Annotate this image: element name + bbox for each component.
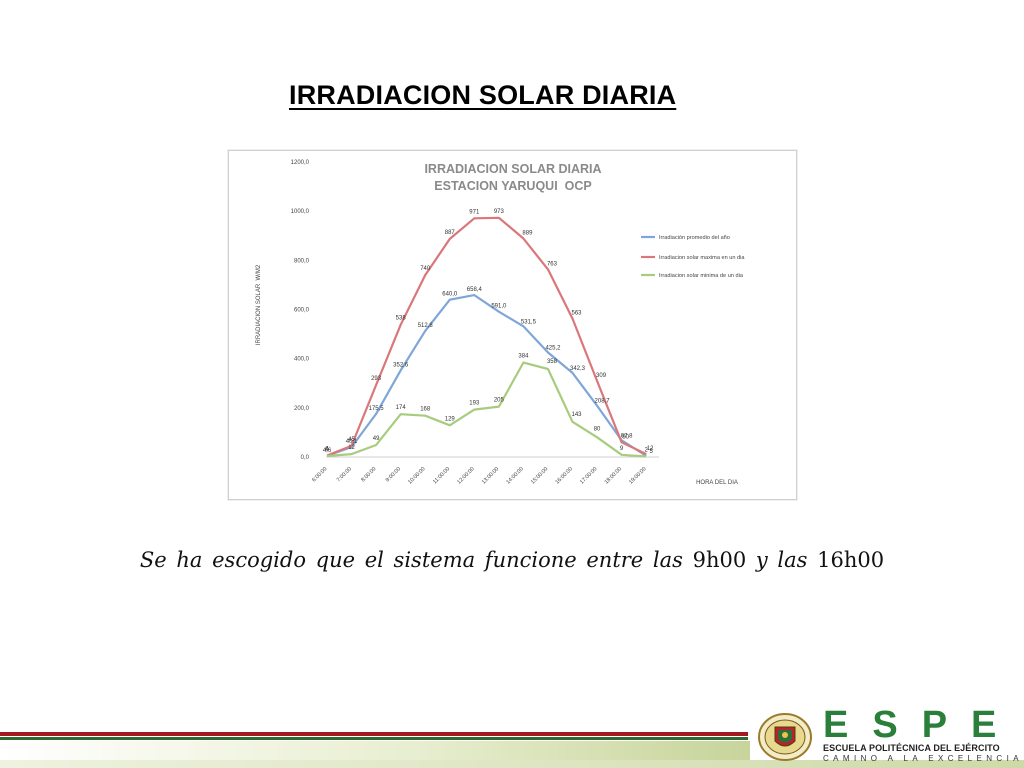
data-label: 40,1 <box>346 439 358 445</box>
chart-frame: IRRADIACION SOLAR DIARIA ESTACION YARUQU… <box>228 150 797 500</box>
y-tick-label: 0,0 <box>301 455 310 461</box>
caption-text-2: y las <box>746 548 818 572</box>
x-tick-label: 12:00:00 <box>456 466 475 485</box>
data-label: 531,5 <box>521 319 537 325</box>
data-label: 358 <box>547 359 558 365</box>
y-axis-label: IRRADIACION SOLAR W/M2 <box>256 264 262 345</box>
x-tick-label: 13:00:00 <box>481 466 500 485</box>
data-label: 2 <box>644 448 648 454</box>
data-label: 352,6 <box>393 362 409 368</box>
data-label: 9 <box>620 446 624 452</box>
x-tick-label: 15:00:00 <box>530 466 549 485</box>
caption-start-time: 9h00 <box>692 548 747 572</box>
data-label: 563 <box>571 311 582 317</box>
data-label: 174 <box>396 405 407 411</box>
y-tick-label: 400,0 <box>294 357 310 363</box>
data-label: 309 <box>596 373 607 379</box>
data-label: 887 <box>445 230 456 236</box>
x-tick-label: 8:00:00 <box>360 466 377 483</box>
x-tick-label: 6:00:00 <box>311 466 328 483</box>
data-label: 4,6 <box>323 448 332 454</box>
data-label: 425,2 <box>545 345 561 351</box>
series-line <box>326 294 647 457</box>
y-tick-label: 1000,0 <box>291 209 310 215</box>
footer-red-stripe <box>0 732 748 736</box>
series-lines <box>326 216 647 458</box>
data-label: 384 <box>518 354 529 360</box>
data-label: 4 <box>325 447 329 453</box>
data-label: 763 <box>547 261 558 267</box>
x-tick-label: 14:00:00 <box>505 466 524 485</box>
chart-subtitle: ESTACION YARUQUI OCP <box>434 179 591 193</box>
y-tick-label: 200,0 <box>294 406 310 412</box>
data-label: 973 <box>494 209 505 215</box>
espe-logo-motto: CAMINO A LA EXCELENCIA <box>823 754 1023 763</box>
chart-title: IRRADIACION SOLAR DIARIA <box>424 162 601 176</box>
data-label: 193 <box>469 401 480 407</box>
data-label: 12 <box>348 445 355 451</box>
data-label: 143 <box>571 412 582 418</box>
data-label: 49 <box>373 436 380 442</box>
y-axis-ticks: 0,0 200,0 400,0 600,0 800,0 1000,0 1200,0 <box>291 160 310 461</box>
data-label: 129 <box>445 416 456 422</box>
data-label: 740 <box>420 266 431 272</box>
legend-label: Irradiacion solar maxima en un dia <box>659 255 745 261</box>
data-label: 342,3 <box>570 366 586 372</box>
x-tick-label: 11:00:00 <box>432 466 451 485</box>
data-label: 6 <box>325 447 329 453</box>
data-label: 80 <box>594 426 601 432</box>
series-line <box>326 216 647 457</box>
espe-seal-icon <box>758 713 812 761</box>
x-axis-ticks: 6:00:00 7:00:00 8:00:00 9:00:00 10:00:00 11:0… <box>311 466 647 485</box>
x-tick-label: 18:00:00 <box>604 466 623 485</box>
legend-label: Irradiación promedio del año <box>659 235 730 241</box>
series-line <box>326 361 647 458</box>
espe-logo-subtitle: ESCUELA POLITÉCNICA DEL EJÉRCITO <box>823 743 1000 753</box>
footer-green-stripe <box>0 737 748 740</box>
x-tick-label: 10:00:00 <box>407 466 426 485</box>
data-label: 205 <box>494 398 505 404</box>
data-label: 12 <box>647 446 654 452</box>
irradiation-chart: IRRADIACION SOLAR DIARIA ESTACION YARUQU… <box>256 160 745 486</box>
x-tick-label: 16:00:00 <box>555 466 574 485</box>
footer-bottom-band <box>0 760 1024 768</box>
data-label: 5 <box>649 449 653 455</box>
data-label: 512,8 <box>418 323 434 329</box>
espe-logo-text: ESPE <box>823 704 1021 746</box>
data-label: 45 <box>348 437 355 443</box>
data-label: 658,4 <box>467 287 483 293</box>
x-axis-label: HORA DEL DIA <box>696 480 738 486</box>
data-label: 60 <box>622 434 629 440</box>
data-label: 889 <box>522 230 533 236</box>
data-label: 293 <box>371 376 382 382</box>
x-tick-label: 19:00:00 <box>628 466 647 485</box>
slide-title: IRRADIACION SOLAR DIARIA <box>289 80 677 110</box>
chart-legend: Irradiación promedio del año Irradiacion … <box>641 235 745 279</box>
y-tick-label: 800,0 <box>294 258 310 264</box>
y-tick-label: 600,0 <box>294 308 310 314</box>
data-label: 640,0 <box>442 292 458 298</box>
slide-caption: Se ha escogido que el sistema funcione e… <box>0 548 1024 572</box>
data-label: 175,5 <box>369 406 385 412</box>
data-label: 168 <box>420 407 431 413</box>
x-tick-label: 17:00:00 <box>579 466 598 485</box>
legend-label: Irradiacion solar minima de un dia <box>659 273 744 279</box>
chart-title-group: IRRADIACION SOLAR DIARIA ESTACION YARUQU… <box>424 162 601 193</box>
data-label: 208,7 <box>595 399 611 405</box>
data-label: 971 <box>469 209 480 215</box>
data-label: 538 <box>396 316 407 322</box>
x-tick-label: 7:00:00 <box>336 466 353 483</box>
y-tick-label: 1200,0 <box>291 160 310 166</box>
data-label: 67,8 <box>621 433 633 439</box>
x-tick-label: 9:00:00 <box>385 466 402 483</box>
data-labels: 4,6 40,1 175,5 352,6 512,8 640,0 658,4 591,0 531… <box>323 209 654 455</box>
caption-text-1: Se ha escogido que el sistema funcione e… <box>139 548 693 572</box>
caption-end-time: 16h00 <box>817 548 885 572</box>
data-label: 591,0 <box>491 304 507 310</box>
